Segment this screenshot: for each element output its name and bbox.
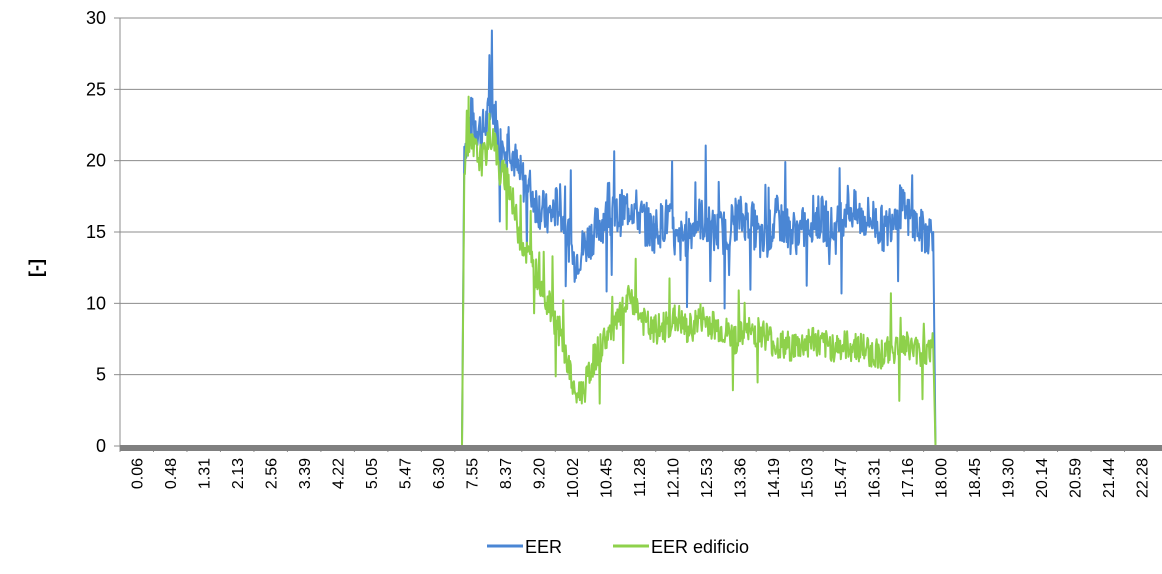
- legend-label: EER edificio: [651, 537, 749, 557]
- series-line-eer: [120, 29, 1162, 447]
- x-tick-label: 20.14: [1034, 458, 1051, 498]
- legend-label: EER: [525, 537, 562, 557]
- x-tick-label: 11.28: [632, 458, 649, 497]
- x-tick-label: 5.47: [398, 458, 415, 489]
- y-axis-label: [-]: [26, 259, 46, 277]
- x-axis-ticks: 0.06 0.48 1.31 2.13 2.56 3.39 4.22 5.05 5.47 6.30…: [119, 446, 1151, 498]
- x-tick-label: 19.30: [1000, 458, 1017, 498]
- y-tick-label: 5: [96, 365, 106, 385]
- y-axis-ticks: 0 5 10 15 20 25 30: [86, 8, 121, 456]
- x-tick-label: 6.30: [431, 458, 448, 489]
- x-tick-label: 10.02: [565, 458, 582, 498]
- x-tick-label: 5.05: [364, 458, 381, 489]
- y-tick-label: 30: [86, 8, 106, 28]
- x-axis-line: [120, 445, 1162, 451]
- x-tick-label: 14.19: [766, 458, 783, 498]
- x-tick-label: 16.31: [866, 458, 883, 498]
- x-tick-label: 17.16: [900, 458, 917, 498]
- x-tick-label: 13.36: [732, 458, 749, 498]
- x-tick-label: 0.48: [163, 458, 180, 489]
- x-tick-label: 15.03: [799, 458, 816, 498]
- x-tick-label: 2.13: [230, 458, 247, 489]
- x-tick-label: 22.28: [1134, 458, 1151, 498]
- x-tick-label: 12.53: [699, 458, 716, 498]
- x-tick-label: 20.59: [1067, 458, 1084, 498]
- x-tick-label: 9.20: [532, 458, 549, 489]
- series-lines: [120, 29, 1162, 447]
- x-tick-label: 21.44: [1101, 458, 1118, 498]
- y-tick-label: 0: [96, 436, 106, 456]
- y-tick-label: 10: [86, 293, 106, 313]
- x-axis-band: [120, 445, 1162, 451]
- y-tick-label: 20: [86, 151, 106, 171]
- x-tick-label: 7.55: [465, 458, 482, 489]
- x-tick-label: 8.37: [498, 458, 515, 489]
- x-tick-label: 2.56: [264, 458, 281, 489]
- x-tick-label: 4.22: [331, 458, 348, 489]
- x-tick-label: 18.00: [933, 458, 950, 498]
- x-tick-label: 1.31: [197, 458, 214, 489]
- x-tick-label: 12.10: [665, 458, 682, 498]
- series-line-eer-edificio: [120, 95, 1162, 447]
- x-tick-label: 0.06: [130, 458, 147, 489]
- y-tick-label: 25: [86, 79, 106, 99]
- gridlines: [120, 17, 1162, 376]
- x-tick-label: 10.45: [599, 458, 616, 498]
- x-tick-label: 3.39: [297, 458, 314, 489]
- x-tick-label: 15.47: [833, 458, 850, 498]
- legend: EER EER edificio: [487, 537, 749, 557]
- y-tick-label: 15: [86, 222, 106, 242]
- x-tick-label: 18.45: [967, 458, 984, 498]
